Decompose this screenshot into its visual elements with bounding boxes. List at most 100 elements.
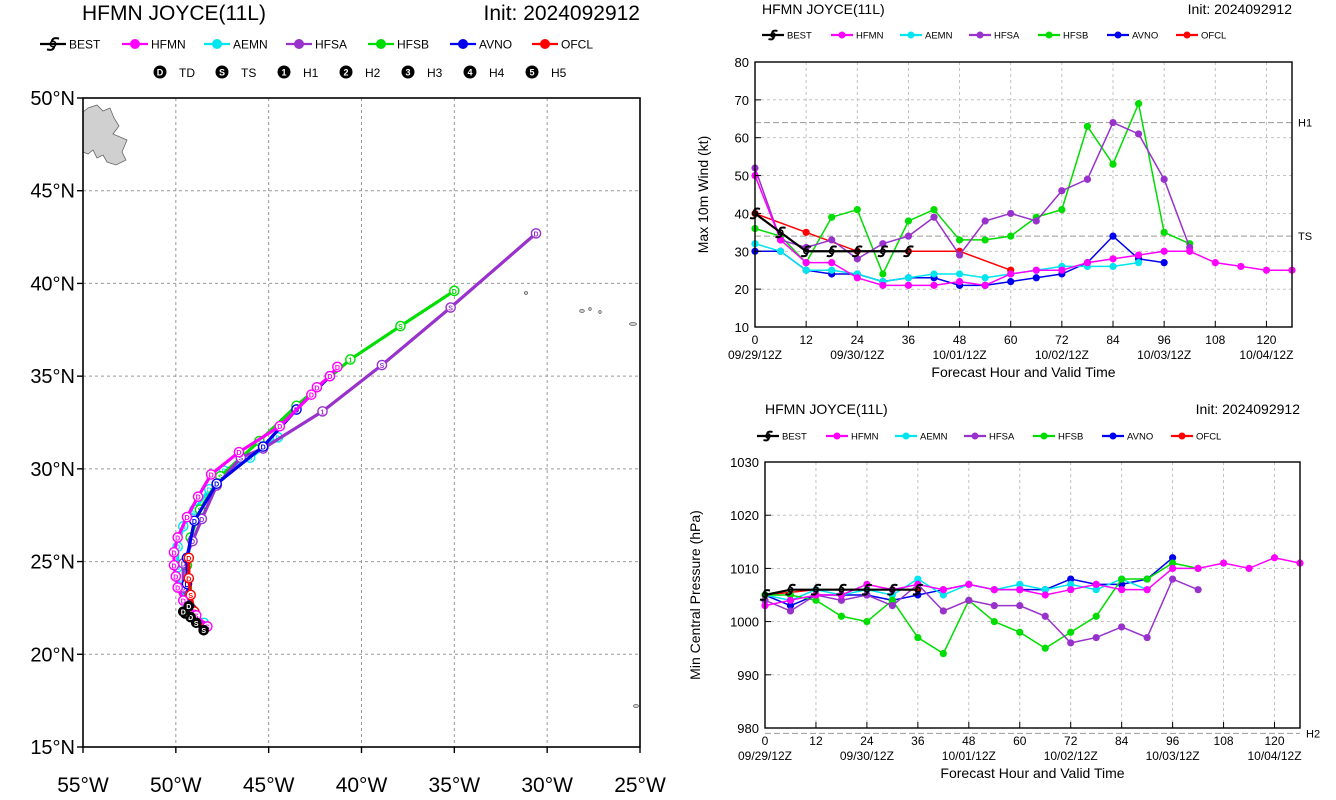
track-point-label: D xyxy=(327,374,332,381)
data-point xyxy=(955,277,964,286)
track-point-label: D xyxy=(171,550,176,557)
data-point xyxy=(837,612,846,620)
hurricane-arm-top xyxy=(763,589,771,594)
data-point xyxy=(955,270,964,278)
legend-label: BEST xyxy=(787,30,812,41)
data-point xyxy=(828,259,836,267)
data-point xyxy=(1058,266,1066,274)
intensity-label: H1 xyxy=(303,66,319,80)
data-point xyxy=(965,580,973,588)
legend-label: BEST xyxy=(782,431,807,442)
intensity-label: H4 xyxy=(489,66,505,80)
data-point xyxy=(965,596,973,604)
hurricane-arm-bottom xyxy=(877,253,885,258)
data-point xyxy=(981,217,989,225)
legend-marker xyxy=(1183,31,1191,39)
track-point-label: D xyxy=(181,610,186,617)
legend-label: HFSA xyxy=(994,30,1020,41)
data-point xyxy=(1109,255,1117,263)
data-point xyxy=(1058,187,1066,195)
hurricane-arm-top xyxy=(771,29,778,34)
legend-item-ofcl: OFCL xyxy=(1171,431,1221,442)
data-point xyxy=(1067,639,1075,647)
hurricane-arm-top xyxy=(855,245,863,250)
date-label: 10/03/12Z xyxy=(1146,749,1200,763)
pressure-chart: HFMN JOYCE(11L) Init: 2024092912 BEST HFMN A… xyxy=(687,401,1320,781)
data-point xyxy=(1160,228,1168,236)
data-point xyxy=(1067,575,1075,583)
intensity-symbol-glyph: D xyxy=(157,68,164,78)
chart-init-label: Init: 2024092912 xyxy=(1196,401,1301,417)
track-point-label: D xyxy=(175,545,180,552)
chart-title: HFMN JOYCE(11L) xyxy=(765,401,888,417)
track-point-label: D xyxy=(196,495,201,502)
hurricane-arm-bottom xyxy=(763,437,770,442)
track-point-marker xyxy=(183,572,195,584)
intensity-symbol-glyph: 5 xyxy=(529,68,534,78)
intensity-legend: D TD S TS 1 H1 2 H2 3 H3 4 H4 5 H5 xyxy=(153,65,567,80)
data-point xyxy=(1237,262,1245,271)
data-point xyxy=(1083,122,1092,130)
data-point xyxy=(1092,633,1100,642)
data-point-hurricane xyxy=(826,245,837,258)
legend-marker xyxy=(976,31,984,39)
hurricane-arm-bottom xyxy=(826,253,834,258)
data-point xyxy=(904,274,913,282)
track-point-marker xyxy=(376,359,388,371)
map-y-tick-label: 50°N xyxy=(30,88,75,110)
track-point-marker xyxy=(183,552,195,564)
legend-label: HFSB xyxy=(1058,431,1083,442)
x-tick-label: 24 xyxy=(851,333,865,347)
data-point xyxy=(1083,175,1092,183)
data-point xyxy=(888,602,896,610)
map-x-tick-label: 35°W xyxy=(429,774,481,797)
legend-label: AVNO xyxy=(1127,431,1153,442)
data-point xyxy=(1160,259,1168,267)
y-tick-label: 80 xyxy=(735,55,749,70)
track-point-marker xyxy=(257,441,269,452)
legend-marker xyxy=(212,39,222,49)
legend-item-hfsa: HFSA xyxy=(286,37,347,51)
x-tick-label: 84 xyxy=(1106,333,1120,347)
series-line xyxy=(754,212,909,253)
legend-label: HFSA xyxy=(989,431,1015,442)
intensity-symbol-icon xyxy=(525,65,539,79)
data-point xyxy=(990,618,998,626)
data-point xyxy=(1109,262,1117,271)
data-point xyxy=(955,236,964,244)
data-point xyxy=(1032,274,1040,282)
track-point-marker xyxy=(324,370,336,382)
legend-item-ofcl: OFCL xyxy=(532,37,593,51)
track-hfsa: SSDDDDSSS1SSD xyxy=(177,228,542,632)
date-label: 09/30/12Z xyxy=(830,348,884,362)
legend-marker xyxy=(902,432,910,440)
legend-marker xyxy=(971,432,979,440)
track-point-marker xyxy=(181,511,193,523)
track-point-marker xyxy=(205,469,217,480)
track-point-label: D xyxy=(207,487,212,494)
track-point-label: D xyxy=(184,582,189,589)
data-point-hurricane xyxy=(810,583,822,596)
model-legend: BEST HFMN AEMN HFSA HFSB AVNO OFCL xyxy=(757,430,1221,442)
data-point xyxy=(1143,575,1151,583)
date-label: 10/03/12Z xyxy=(1137,348,1191,362)
track-point-marker xyxy=(192,491,204,502)
intensity-symbol-icon xyxy=(153,65,167,79)
data-point xyxy=(1041,591,1049,599)
track-point-label: D xyxy=(188,615,193,622)
x-tick-label: 96 xyxy=(1157,333,1171,347)
map-x-tick-label: 40°W xyxy=(336,774,388,797)
x-axis-label: Forecast Hour and Valid Time xyxy=(940,765,1124,781)
track-point-marker xyxy=(168,547,180,558)
data-point xyxy=(802,266,810,274)
data-point xyxy=(1262,266,1271,274)
legend-item-aemn: AEMN xyxy=(900,30,953,41)
track-point-label: D xyxy=(236,450,241,457)
hurricane-arm-bottom xyxy=(836,591,844,596)
data-point xyxy=(1007,270,1015,278)
legend-label: HFSB xyxy=(1063,30,1088,41)
data-point xyxy=(930,206,938,214)
track-point-label: D xyxy=(261,445,266,452)
